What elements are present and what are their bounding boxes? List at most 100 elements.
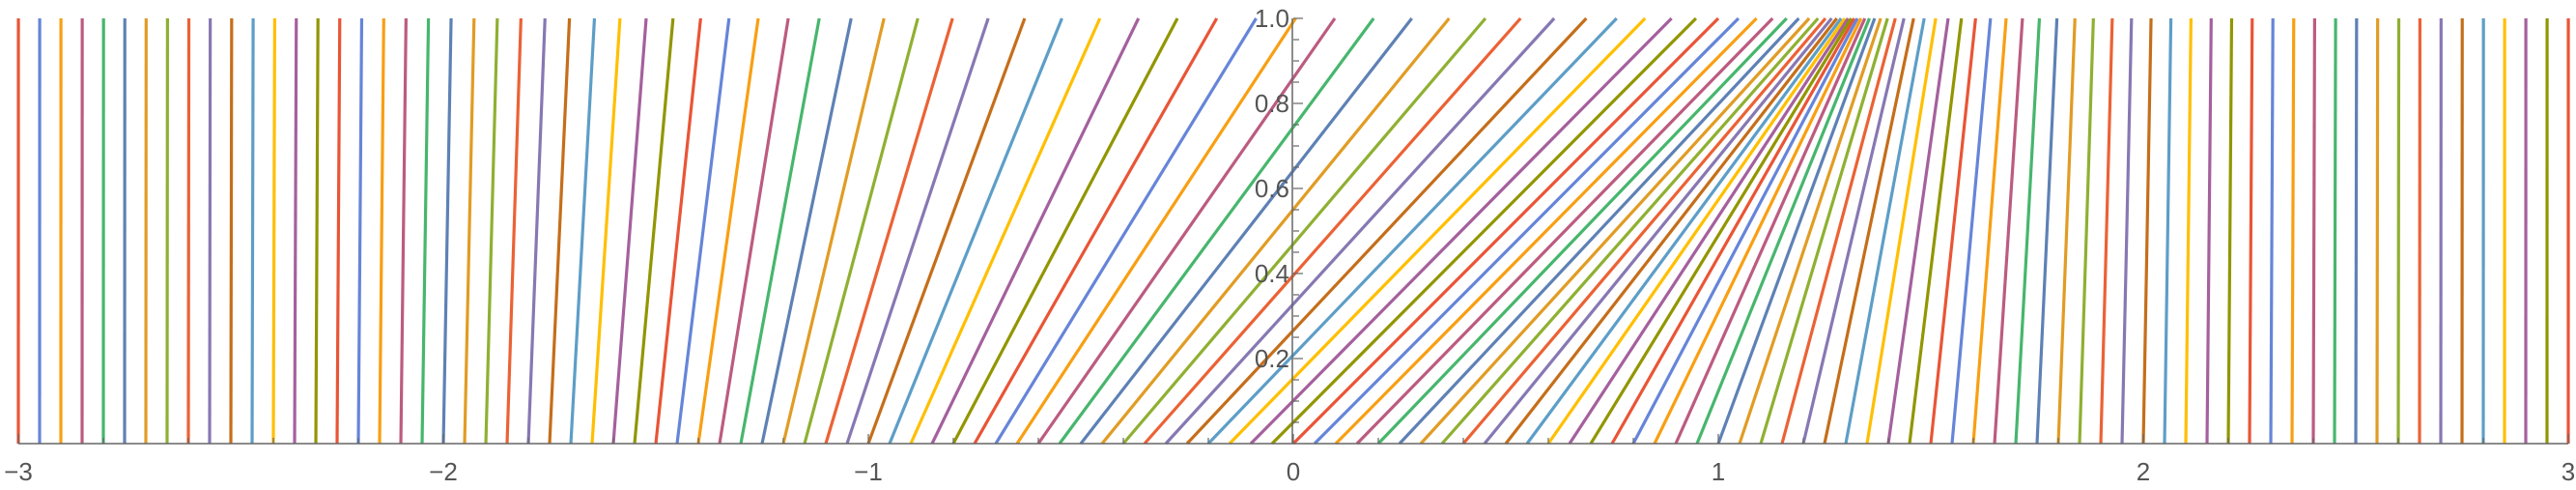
characteristic-line — [208, 17, 212, 445]
y-tick-label: 0.4 — [1255, 259, 1289, 288]
characteristic-line — [1058, 17, 1375, 445]
characteristic-line — [1036, 17, 1337, 445]
characteristic-line — [781, 17, 886, 445]
characteristic-line — [1121, 16, 1487, 446]
characteristic-line — [2248, 17, 2254, 445]
y-tick-label: 0.2 — [1255, 344, 1289, 373]
characteristic-line — [1079, 17, 1413, 445]
characteristic-line — [2226, 17, 2234, 445]
characteristic-line — [1291, 16, 1720, 446]
characteristic-line — [1631, 17, 1859, 445]
characteristic-line — [2120, 17, 2134, 445]
characteristic-line — [2141, 17, 2153, 445]
characteristic-line — [994, 17, 1258, 445]
characteristic-line — [1206, 16, 1618, 446]
characteristic-line — [441, 17, 453, 445]
characteristic-line — [866, 17, 1027, 445]
characteristic-line — [1525, 17, 1843, 445]
characteristic-line — [2290, 17, 2296, 445]
characteristic-line — [1398, 16, 1800, 446]
characteristic-line — [1249, 16, 1673, 446]
characteristic-line — [1419, 16, 1811, 446]
characteristic-line — [1228, 16, 1647, 446]
characteristic-line — [1695, 17, 1871, 445]
characteristic-line — [1461, 16, 1827, 446]
characteristic-line — [548, 17, 572, 445]
characteristic-line — [1483, 16, 1833, 446]
characteristic-line — [420, 17, 431, 445]
characteristic-line — [718, 17, 790, 445]
characteristic-line — [2056, 17, 2077, 445]
x-tick-label: 2 — [2137, 457, 2150, 486]
characteristic-line — [526, 17, 547, 445]
characteristic-line — [633, 17, 675, 445]
y-tick-label: 0.8 — [1255, 89, 1289, 118]
characteristic-line — [1738, 17, 1882, 445]
characteristic-line — [1929, 17, 1977, 445]
characteristic-line — [1546, 17, 1847, 445]
characteristic-line — [1143, 16, 1522, 446]
characteristic-line — [1950, 17, 1993, 445]
characteristic-line — [378, 17, 385, 445]
characteristic-line — [2311, 17, 2317, 445]
characteristic-line — [1440, 16, 1820, 446]
characteristic-line — [1908, 17, 1964, 445]
characteristic-line — [930, 17, 1141, 445]
characteristic-line — [1185, 16, 1588, 446]
characteristic-line — [569, 17, 597, 445]
characteristic-line — [1589, 17, 1853, 445]
characteristic-line — [1674, 17, 1867, 445]
characteristic-line — [1568, 17, 1850, 445]
characteristic-line — [1823, 17, 1915, 445]
characteristic-line — [271, 17, 277, 445]
characteristic-line — [1886, 17, 1950, 445]
characteristic-line — [229, 17, 234, 445]
characteristic-line — [696, 17, 760, 445]
axes — [17, 17, 2569, 445]
characteristic-line — [973, 17, 1219, 445]
characteristic-line — [590, 17, 622, 445]
characteristic-line — [1844, 17, 1926, 445]
characteristic-line — [1865, 17, 1938, 445]
characteristic-line — [909, 17, 1102, 445]
characteristic-line — [803, 17, 920, 445]
characteristic-line — [1355, 16, 1774, 446]
characteristic-line — [2396, 17, 2401, 445]
characteristic-line — [1780, 17, 1897, 445]
characteristic-line — [1164, 16, 1556, 446]
x-tick-label: 3 — [2562, 457, 2575, 486]
characteristic-line — [463, 17, 476, 445]
characteristic-line — [186, 17, 191, 445]
characteristic-line — [356, 17, 364, 445]
y-tick-labels: 0.2 0.4 0.6 0.8 1.0 — [1255, 4, 1289, 373]
characteristic-line — [760, 17, 853, 445]
characteristic-line — [293, 17, 298, 445]
characteristic-line — [2375, 17, 2380, 445]
characteristic-line — [335, 17, 342, 445]
characteristic-line — [888, 17, 1063, 445]
x-tick-label: −3 — [4, 457, 33, 486]
characteristic-line — [611, 17, 648, 445]
characteristic-line — [484, 17, 499, 445]
characteristic-line — [2269, 17, 2275, 445]
characteristic-line — [1376, 16, 1788, 446]
y-tick-label: 1.0 — [1255, 4, 1289, 33]
characteristic-line — [2354, 17, 2359, 445]
characteristic-line — [1270, 16, 1698, 446]
characteristic-line — [739, 17, 821, 445]
line-group — [16, 16, 2570, 446]
tick-marks — [17, 17, 2569, 444]
characteristic-line — [1100, 16, 1451, 446]
characteristic-line — [1313, 16, 1741, 446]
characteristic-line — [1971, 17, 2008, 445]
x-tick-label: 0 — [1287, 457, 1300, 486]
characteristic-line — [1801, 17, 1906, 445]
characteristic-line — [2014, 17, 2042, 445]
y-tick-label: 0.6 — [1255, 174, 1289, 203]
characteristic-line — [2163, 17, 2173, 445]
characteristic-line — [399, 17, 408, 445]
characteristic-line — [1504, 17, 1838, 445]
x-tick-label: −2 — [429, 457, 458, 486]
characteristic-line — [675, 17, 731, 445]
